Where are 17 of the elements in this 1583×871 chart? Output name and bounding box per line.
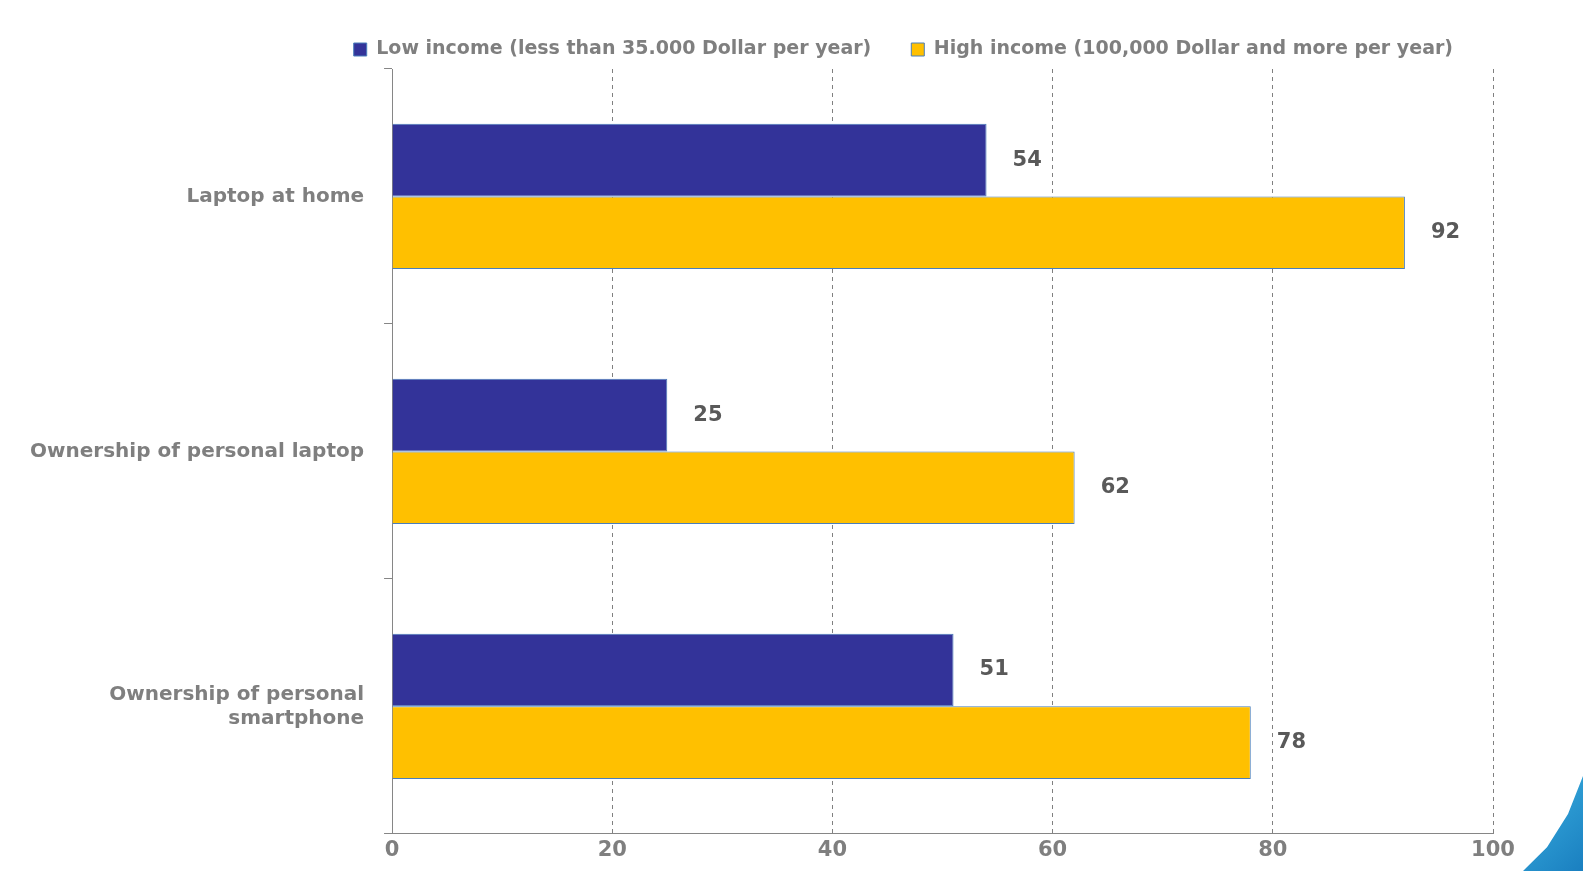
x-tick-label: 20 [597, 836, 627, 861]
x-tick-label: 80 [1258, 836, 1288, 861]
legend-label: Low income (less than 35.000 Dollar per year) [376, 36, 872, 59]
x-tick-label: 60 [1038, 836, 1068, 861]
data-label: 78 [1276, 729, 1307, 754]
y-tick-label: Ownership of personal laptop [29, 437, 365, 462]
data-label: 51 [979, 656, 1009, 681]
data-label: 54 [1012, 146, 1042, 171]
x-tick-label: 0 [384, 836, 400, 861]
data-label: 25 [693, 401, 723, 426]
y-tick-label: Ownership of personal smartphone [109, 680, 365, 729]
data-label: 92 [1430, 219, 1461, 244]
legend-label: High income (100,000 Dollar and more per year) [933, 36, 1454, 59]
y-tick-label: Laptop at home [186, 182, 365, 207]
data-label: 62 [1100, 474, 1130, 499]
x-tick-label: 100 [1471, 836, 1515, 861]
x-tick-label: 40 [817, 836, 848, 861]
